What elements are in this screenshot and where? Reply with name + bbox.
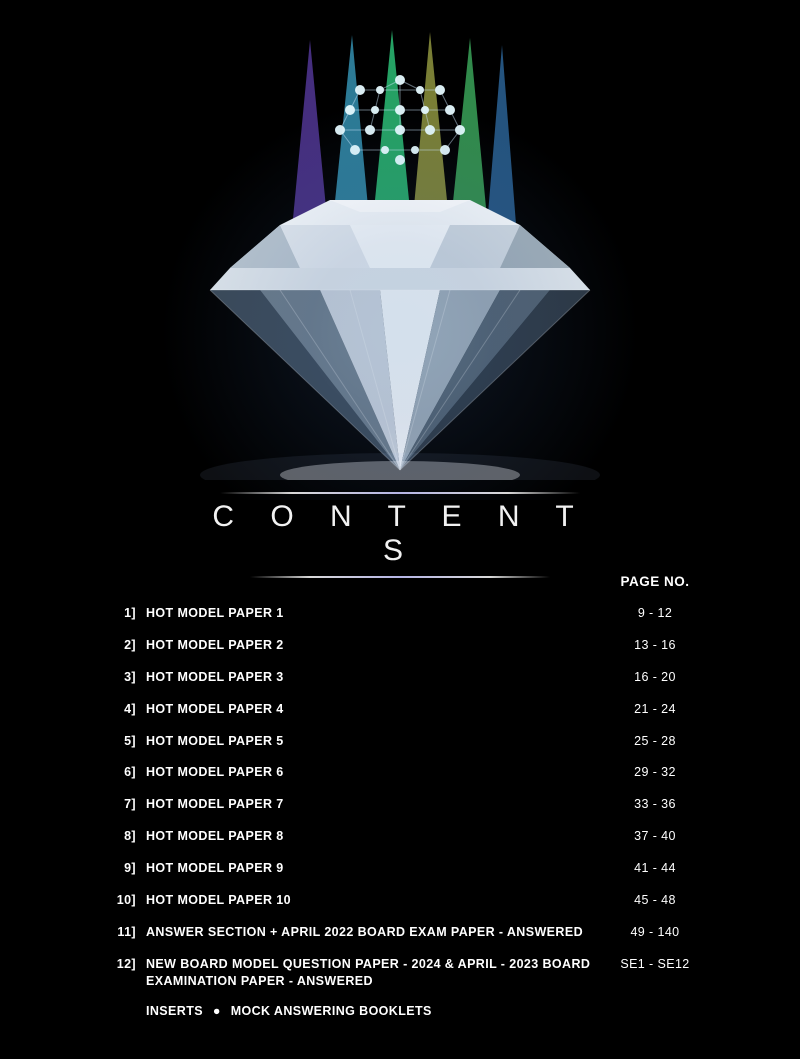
contents-page: C O N T E N T S PAGE NO. 1]HOT MODEL PAP… xyxy=(0,0,800,1059)
toc-row: 1]HOT MODEL PAPER 19 - 12 xyxy=(100,605,700,622)
toc-row: 12]NEW BOARD MODEL QUESTION PAPER - 2024… xyxy=(100,956,700,990)
toc-row-page: SE1 - SE12 xyxy=(610,956,700,990)
toc-row-page: 21 - 24 xyxy=(610,701,700,718)
toc-row-number: 11] xyxy=(100,924,146,941)
toc-row: 10]HOT MODEL PAPER 1045 - 48 xyxy=(100,892,700,909)
toc-row-title: HOT MODEL PAPER 7 xyxy=(146,796,610,813)
toc-row-page: 13 - 16 xyxy=(610,637,700,654)
toc-row: 11]ANSWER SECTION + APRIL 2022 BOARD EXA… xyxy=(100,924,700,941)
toc-row-number: 3] xyxy=(100,669,146,686)
inserts-row: INSERTS ● MOCK ANSWERING BOOKLETS xyxy=(100,1004,700,1018)
toc-row: 2]HOT MODEL PAPER 213 - 16 xyxy=(100,637,700,654)
toc-row-title: HOT MODEL PAPER 5 xyxy=(146,733,610,750)
toc-row-page: 9 - 12 xyxy=(610,605,700,622)
table-of-contents: PAGE NO. 1]HOT MODEL PAPER 19 - 122]HOT … xyxy=(100,574,700,1018)
toc-row-title: HOT MODEL PAPER 1 xyxy=(146,605,610,622)
toc-row-page: 41 - 44 xyxy=(610,860,700,877)
toc-row-page: 29 - 32 xyxy=(610,764,700,781)
toc-row: 3]HOT MODEL PAPER 316 - 20 xyxy=(100,669,700,686)
toc-row-title: HOT MODEL PAPER 3 xyxy=(146,669,610,686)
toc-row-title: ANSWER SECTION + APRIL 2022 BOARD EXAM P… xyxy=(146,924,610,941)
toc-row-number: 10] xyxy=(100,892,146,909)
inserts-sub: MOCK ANSWERING BOOKLETS xyxy=(231,1004,432,1018)
toc-header: PAGE NO. xyxy=(100,574,700,589)
bullet-icon: ● xyxy=(207,1004,227,1018)
toc-row-number: 9] xyxy=(100,860,146,877)
toc-row-page: 33 - 36 xyxy=(610,796,700,813)
toc-row-title: HOT MODEL PAPER 10 xyxy=(146,892,610,909)
toc-row-number: 2] xyxy=(100,637,146,654)
toc-row: 5]HOT MODEL PAPER 525 - 28 xyxy=(100,733,700,750)
toc-row: 6]HOT MODEL PAPER 629 - 32 xyxy=(100,764,700,781)
title-bar: C O N T E N T S xyxy=(190,492,610,578)
toc-row-page: 37 - 40 xyxy=(610,828,700,845)
toc-row-number: 1] xyxy=(100,605,146,622)
hero-graphic xyxy=(0,20,800,480)
toc-row-title: HOT MODEL PAPER 9 xyxy=(146,860,610,877)
toc-row-title: HOT MODEL PAPER 6 xyxy=(146,764,610,781)
toc-row-number: 8] xyxy=(100,828,146,845)
toc-row-number: 6] xyxy=(100,764,146,781)
toc-row: 7]HOT MODEL PAPER 733 - 36 xyxy=(100,796,700,813)
page-title: C O N T E N T S xyxy=(190,494,610,576)
page-no-header: PAGE NO. xyxy=(610,574,700,589)
diamond-illustration xyxy=(140,20,660,480)
inserts-label: INSERTS xyxy=(146,1004,203,1018)
toc-row-page: 45 - 48 xyxy=(610,892,700,909)
toc-row-title: HOT MODEL PAPER 4 xyxy=(146,701,610,718)
toc-row-page: 25 - 28 xyxy=(610,733,700,750)
toc-row: 4]HOT MODEL PAPER 421 - 24 xyxy=(100,701,700,718)
toc-row: 8]HOT MODEL PAPER 837 - 40 xyxy=(100,828,700,845)
toc-row-number: 7] xyxy=(100,796,146,813)
toc-row-page: 16 - 20 xyxy=(610,669,700,686)
toc-row: 9]HOT MODEL PAPER 941 - 44 xyxy=(100,860,700,877)
toc-row-title: HOT MODEL PAPER 8 xyxy=(146,828,610,845)
toc-row-title: HOT MODEL PAPER 2 xyxy=(146,637,610,654)
diamond-gem xyxy=(200,200,600,480)
toc-row-number: 4] xyxy=(100,701,146,718)
toc-row-number: 5] xyxy=(100,733,146,750)
toc-row-title: NEW BOARD MODEL QUESTION PAPER - 2024 & … xyxy=(146,956,610,990)
toc-row-number: 12] xyxy=(100,956,146,990)
toc-row-page: 49 - 140 xyxy=(610,924,700,941)
